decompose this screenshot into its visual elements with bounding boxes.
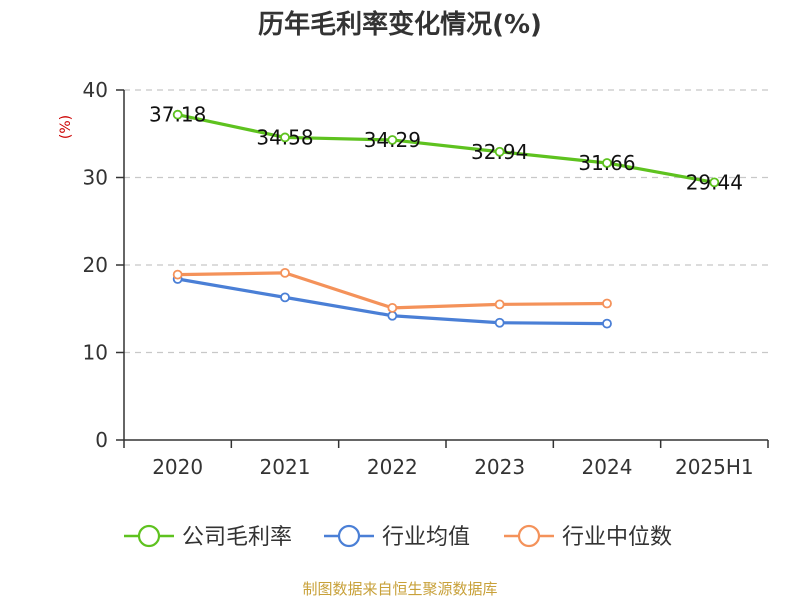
- data-point: [172, 109, 183, 120]
- data-point: [709, 177, 720, 188]
- data-point: [494, 317, 505, 328]
- legend-item-1: 公司毛利率: [124, 524, 292, 550]
- data-label: 32.94: [471, 140, 528, 164]
- data-point: [494, 299, 505, 310]
- y-unit-label: (%): [58, 115, 74, 139]
- legend-item-2: 行业均值: [324, 524, 470, 550]
- series-2: [172, 274, 612, 329]
- legend-label: 行业中位数: [562, 525, 672, 550]
- legend-marker: [337, 524, 361, 548]
- chart-title: 历年毛利率变化情况(%): [258, 9, 542, 40]
- data-label: 34.58: [256, 125, 313, 149]
- x-tick-label: 2022: [367, 455, 418, 479]
- axes: 0 10 20 30 40 2020 2021 2022 2023 2024 2025H1: [83, 78, 769, 479]
- x-tick-label: 2025H1: [675, 455, 754, 479]
- y-tick-label: 40: [83, 78, 108, 102]
- data-point: [280, 292, 290, 303]
- series-3: [172, 267, 612, 313]
- legend: 公司毛利率 行业均值 行业中位数: [124, 524, 672, 550]
- legend-item-3: 行业中位数: [504, 524, 672, 550]
- series-group: [172, 109, 720, 329]
- y-tick-label: 0: [95, 428, 108, 452]
- data-point: [280, 267, 290, 278]
- data-point: [172, 269, 183, 280]
- y-tick-label: 10: [83, 341, 108, 365]
- gridlines: [124, 89, 768, 354]
- x-tick-label: 2023: [474, 455, 525, 479]
- legend-label: 行业均值: [382, 525, 470, 550]
- x-tick-label: 2020: [152, 455, 203, 479]
- data-label: 29.44: [686, 170, 743, 194]
- data-point: [494, 146, 505, 157]
- legend-label: 公司毛利率: [182, 525, 292, 550]
- data-point: [387, 310, 398, 321]
- data-point: [602, 158, 612, 168]
- data-point: [387, 302, 398, 313]
- y-tick-label: 20: [83, 253, 108, 277]
- source-note: 制图数据来自恒生聚源数据库: [302, 580, 497, 598]
- series-line: [177, 113, 715, 184]
- x-tick-label: 2024: [582, 455, 633, 479]
- data-label: 34.29: [364, 128, 421, 152]
- data-point: [280, 132, 290, 143]
- data-point: [602, 298, 612, 309]
- series-1: [172, 109, 720, 188]
- legend-marker: [517, 524, 541, 548]
- data-point: [602, 318, 612, 329]
- y-tick-label: 30: [83, 166, 108, 190]
- legend-marker: [137, 524, 161, 548]
- data-label: 31.66: [578, 151, 635, 175]
- data-labels: 37.18 34.58 34.29 32.94 31.66 29.44: [149, 103, 743, 195]
- data-point: [387, 135, 398, 145]
- x-tick-label: 2021: [260, 455, 311, 479]
- data-label: 37.18: [149, 103, 206, 127]
